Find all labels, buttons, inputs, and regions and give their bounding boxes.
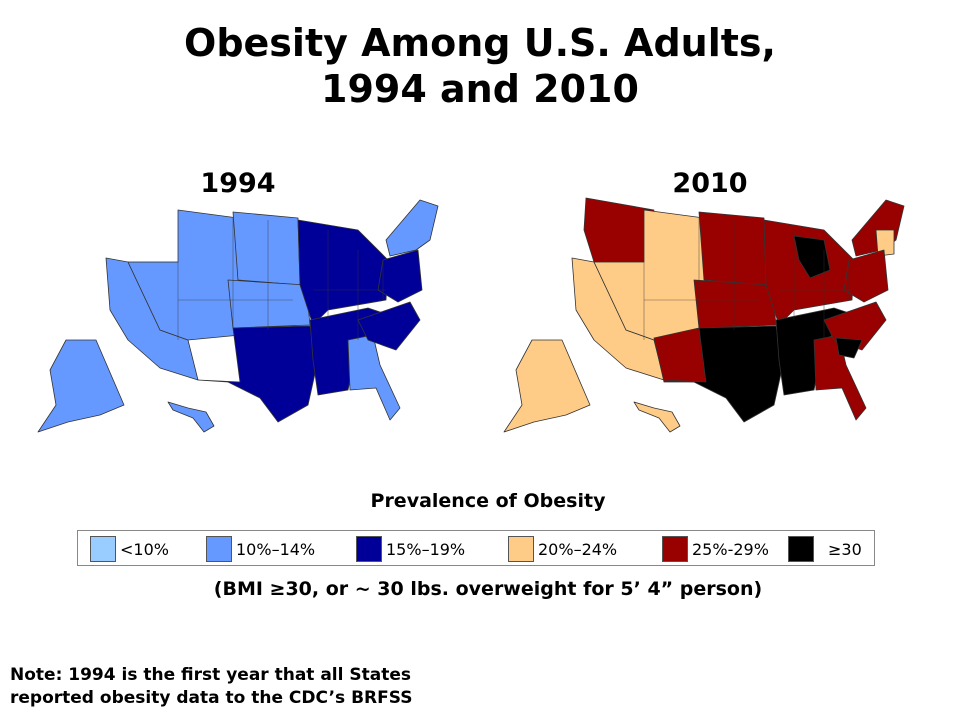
legend-item-20-24: 20%–24%: [508, 535, 617, 563]
legend-label-30-plus: ≥30: [828, 539, 862, 559]
footnote: Note: 1994 is the first year that all St…: [10, 664, 412, 710]
map-1994-region-texas-oklahoma: [197, 325, 319, 423]
legend: <10% 10%–14% 15%–19% 20%–24% 25%-29% ≥30: [77, 530, 875, 566]
legend-title: Prevalence of Obesity: [370, 490, 606, 512]
map-2010-region-new-england-south: [875, 229, 895, 257]
footnote-line-1: Note: 1994 is the first year that all St…: [10, 665, 411, 685]
map-2010-region-mid-atlantic: [843, 249, 889, 303]
map-2010-region-south-carolina: [835, 337, 863, 359]
title-line-2: 1994 and 2010: [321, 67, 639, 111]
legend-label-10-14: 10%–14%: [236, 539, 316, 559]
legend-swatch-25-29: [662, 536, 688, 562]
map-1994-region-northeast: [385, 199, 439, 257]
map-2010-year-label: 2010: [672, 168, 748, 199]
legend-item-10-14: 10%–14%: [206, 535, 315, 563]
legend-swatch-20-24: [508, 536, 534, 562]
legend-swatch-15-19: [356, 536, 382, 562]
page-title: Obesity Among U.S. Adults, 1994 and 2010: [0, 20, 960, 112]
map-1994-region-plains-north: [232, 211, 301, 286]
legend-item-25-29: 25%-29%: [662, 535, 769, 563]
map-1994-year-label: 1994: [200, 168, 276, 199]
map-1994-region-mid-atlantic: [377, 249, 423, 303]
map-1994-region-alaska: [37, 339, 125, 433]
map-1994-region-carolinas: [357, 301, 421, 351]
map-2010-region-new-mexico: [653, 327, 707, 383]
map-2010-region-pacific-nw: [583, 197, 655, 263]
footnote-line-2: reported obesity data to the CDC’s BRFSS: [10, 688, 413, 708]
map-1994-region-midwest: [297, 219, 389, 326]
legend-swatch-lt10: [90, 536, 116, 562]
map-2010-region-plains-north: [698, 211, 767, 286]
map-2010: [503, 197, 905, 433]
legend-label-25-29: 25%-29%: [692, 539, 769, 559]
legend-label-lt10: <10%: [120, 539, 169, 559]
map-2010-region-alaska: [503, 339, 591, 433]
legend-item-15-19: 15%–19%: [356, 535, 465, 563]
map-2010-region-michigan: [793, 235, 831, 279]
legend-item-lt10: <10%: [90, 535, 169, 563]
legend-note: (BMI ≥30, or ~ 30 lbs. overweight for 5’…: [213, 578, 763, 600]
legend-swatch-10-14: [206, 536, 232, 562]
legend-label-15-19: 15%–19%: [386, 539, 466, 559]
map-1994-region-plains-central: [227, 279, 311, 329]
map-2010-region-plains-central: [693, 279, 777, 329]
legend-swatch-30-plus: [788, 536, 814, 562]
map-1994: [37, 199, 439, 433]
legend-item-30-plus: ≥30: [788, 535, 862, 563]
map-2010-region-hawaii: [633, 401, 681, 433]
title-line-1: Obesity Among U.S. Adults,: [184, 21, 776, 65]
map-1994-region-hawaii: [167, 401, 215, 433]
legend-label-20-24: 20%–24%: [538, 539, 618, 559]
